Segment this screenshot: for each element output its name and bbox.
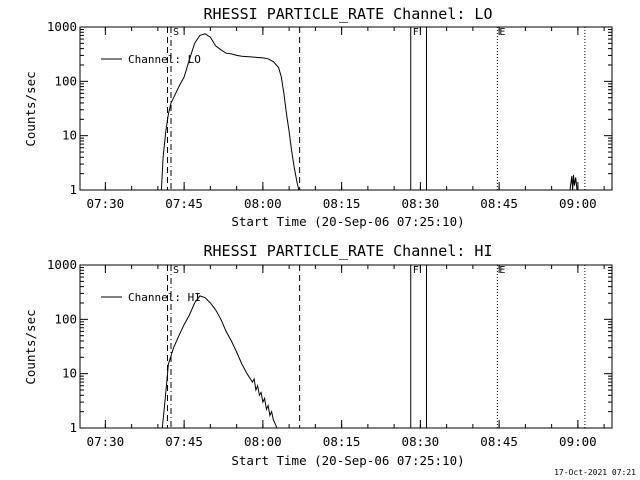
y-axis-label: Counts/sec <box>23 309 38 384</box>
marker-label: E <box>499 27 505 38</box>
x-tick-label: 08:30 <box>402 434 440 449</box>
marker-label: F <box>413 27 419 38</box>
x-tick-label: 08:30 <box>402 196 440 211</box>
x-tick-label: 07:30 <box>87 196 125 211</box>
marker-label: E <box>499 265 505 276</box>
series-line <box>161 295 278 429</box>
timestamp: 17-Oct-2021 07:21 <box>554 468 636 477</box>
marker-label: S <box>173 265 179 276</box>
x-tick-label: 08:00 <box>244 434 282 449</box>
x-tick-label: 08:45 <box>480 434 518 449</box>
y-tick-label: 10 <box>62 366 77 381</box>
marker-label: F <box>413 265 419 276</box>
y-tick-label: 100 <box>54 311 77 326</box>
y-tick-label: 10 <box>62 128 77 143</box>
x-tick-label: 08:15 <box>323 434 361 449</box>
x-tick-label: 07:45 <box>165 196 203 211</box>
y-tick-label: 1000 <box>47 257 77 272</box>
x-tick-label: 09:00 <box>559 434 597 449</box>
series-line <box>569 174 578 191</box>
panel-lo: RHESSI PARTICLE_RATE Channel: LO Counts/… <box>23 5 613 229</box>
y-tick-label: 1000 <box>47 19 77 34</box>
chart-title: RHESSI PARTICLE_RATE Channel: HI <box>204 242 493 260</box>
plot-frame <box>79 264 613 429</box>
legend-label: Channel: LO <box>128 53 201 66</box>
x-tick-label: 08:45 <box>480 196 518 211</box>
x-axis-label: Start Time (20-Sep-06 07:25:10) <box>231 453 464 468</box>
x-tick-label: 07:30 <box>87 434 125 449</box>
x-tick-label: 08:00 <box>244 196 282 211</box>
series-line <box>160 33 300 191</box>
plot-frame <box>79 26 613 191</box>
y-tick-label: 1 <box>69 182 77 197</box>
x-tick-label: 07:45 <box>165 434 203 449</box>
x-tick-label: 08:15 <box>323 196 361 211</box>
y-tick-label: 100 <box>54 73 77 88</box>
x-axis-label: Start Time (20-Sep-06 07:25:10) <box>231 214 464 229</box>
chart-title: RHESSI PARTICLE_RATE Channel: LO <box>204 5 493 23</box>
x-tick-label: 09:00 <box>559 196 597 211</box>
marker-label: S <box>173 27 179 38</box>
legend-label: Channel: HI <box>128 291 201 304</box>
y-axis-label: Counts/sec <box>23 71 38 146</box>
y-tick-label: 1 <box>69 420 77 435</box>
panel-hi: RHESSI PARTICLE_RATE Channel: HI Counts/… <box>23 242 613 468</box>
